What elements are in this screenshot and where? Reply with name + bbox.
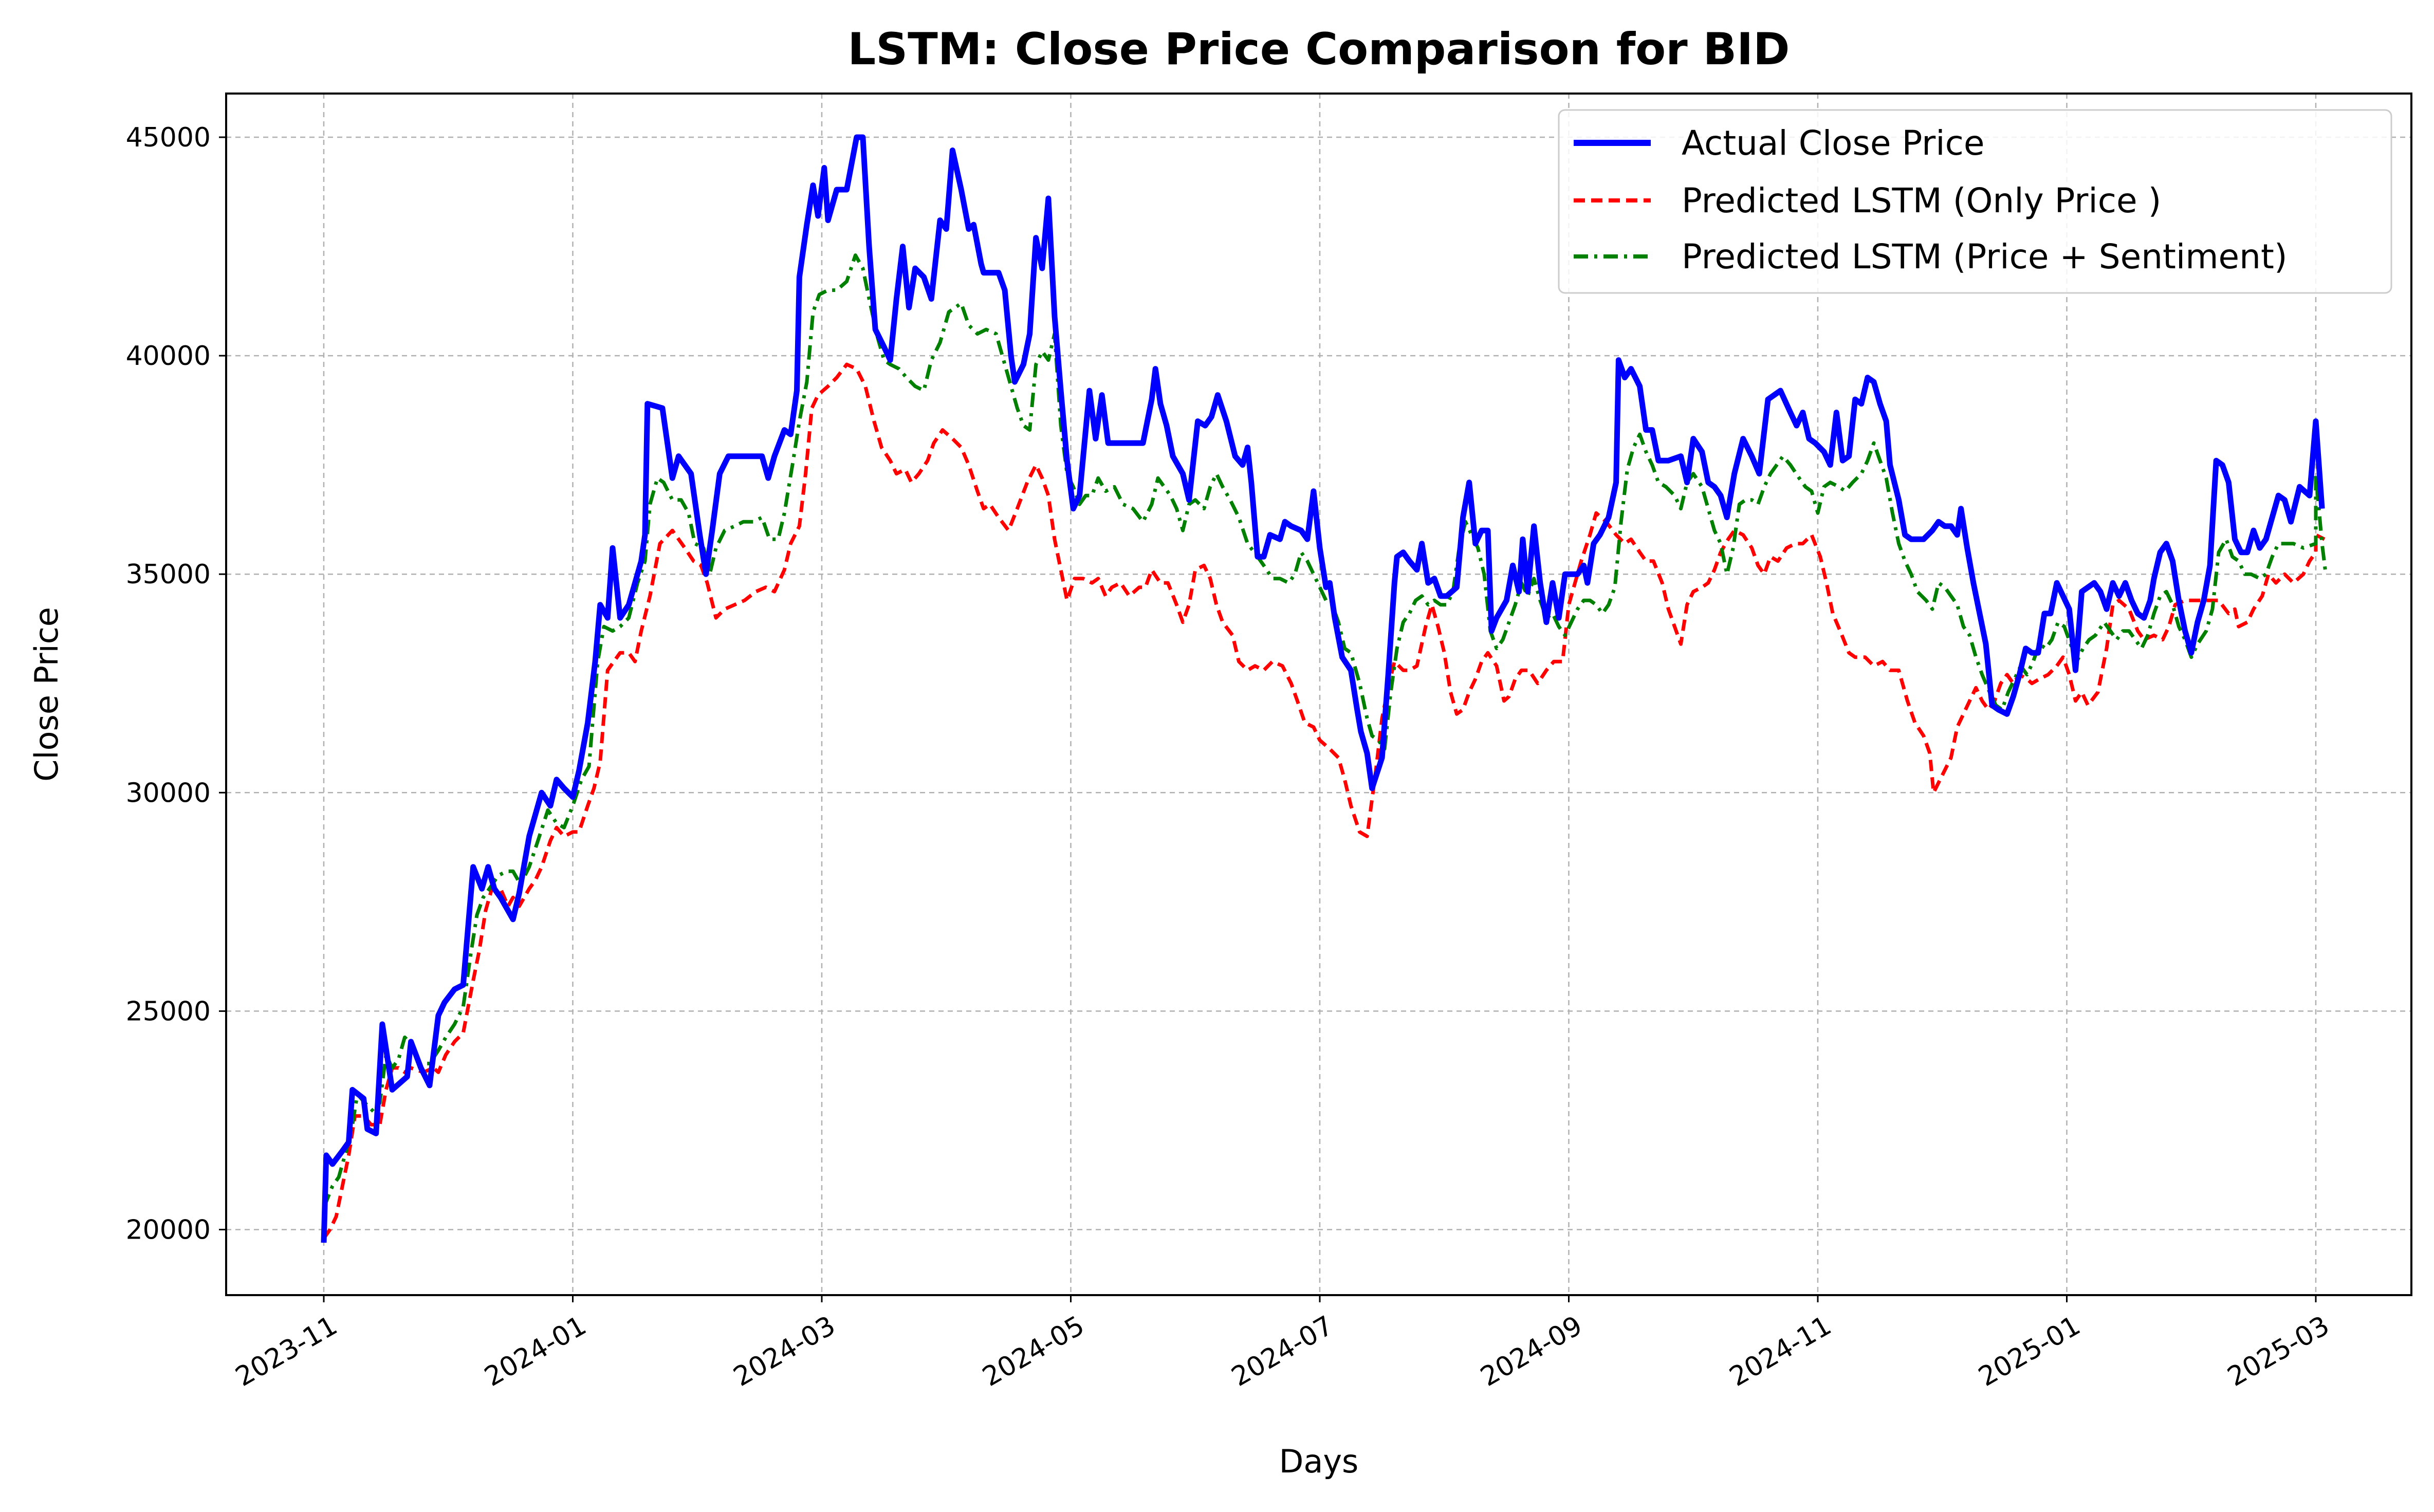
y-tick-label: 45000 bbox=[126, 122, 211, 153]
chart-title: LSTM: Close Price Comparison for BID bbox=[847, 24, 1790, 75]
legend: Actual Close Price Predicted LSTM (Only … bbox=[1558, 109, 2392, 294]
x-tick-label: 2025-03 bbox=[2222, 1310, 2334, 1393]
legend-box bbox=[1558, 109, 2392, 294]
legend-label-actual: Actual Close Price bbox=[1682, 123, 1985, 163]
x-tick-label: 2024-03 bbox=[728, 1310, 840, 1393]
x-tick-label: 2025-01 bbox=[1974, 1310, 2086, 1393]
y-tick-label: 20000 bbox=[126, 1214, 211, 1245]
x-tick-label: 2024-11 bbox=[1724, 1310, 1836, 1393]
series-predicted-price-sentiment bbox=[322, 253, 2328, 1209]
x-tick-label: 2024-07 bbox=[1226, 1310, 1338, 1393]
y-axis-label: Close Price bbox=[28, 607, 65, 782]
legend-label-only-price: Predicted LSTM (Only Price ) bbox=[1682, 181, 2161, 220]
x-axis-label: Days bbox=[1279, 1443, 1359, 1480]
y-tick-label: 35000 bbox=[126, 559, 211, 590]
grid bbox=[226, 94, 2411, 1295]
series-layer bbox=[321, 134, 2328, 1243]
x-tick-label: 2023-11 bbox=[230, 1310, 342, 1393]
series-actual-close-price bbox=[321, 134, 2325, 1243]
legend-label-price-sentiment: Predicted LSTM (Price + Sentiment) bbox=[1682, 237, 2288, 276]
x-tick-label: 2024-01 bbox=[480, 1310, 592, 1393]
x-tick-label: 2024-05 bbox=[978, 1310, 1090, 1393]
y-tick-label: 40000 bbox=[126, 341, 211, 372]
y-axis: 20000 25000 30000 35000 40000 45000 bbox=[126, 122, 226, 1245]
x-tick-label: 2024-09 bbox=[1476, 1310, 1588, 1393]
x-axis: 2023-11 2024-01 2024-03 2024-05 2024-07 2024-… bbox=[230, 1295, 2335, 1393]
y-tick-label: 30000 bbox=[126, 778, 211, 808]
plot-frame bbox=[225, 93, 2412, 1296]
y-tick-label: 25000 bbox=[126, 996, 211, 1027]
series-predicted-only-price bbox=[322, 362, 2326, 1240]
